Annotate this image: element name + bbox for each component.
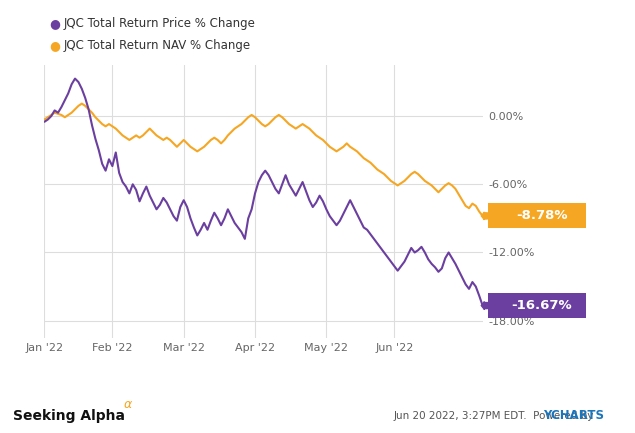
Text: YCHARTS: YCHARTS [543, 409, 604, 422]
Text: ●: ● [50, 17, 60, 30]
Text: -8.78%: -8.78% [516, 210, 568, 223]
Text: ●: ● [50, 39, 60, 52]
Text: JQC Total Return NAV % Change: JQC Total Return NAV % Change [64, 39, 251, 52]
Text: Jun 20 2022, 3:27PM EDT.  Powered by: Jun 20 2022, 3:27PM EDT. Powered by [394, 410, 598, 421]
Text: Seeking Alpha: Seeking Alpha [13, 409, 124, 423]
Text: JQC Total Return Price % Change: JQC Total Return Price % Change [64, 17, 255, 30]
Text: -16.67%: -16.67% [512, 299, 572, 312]
Text: α: α [124, 398, 132, 411]
